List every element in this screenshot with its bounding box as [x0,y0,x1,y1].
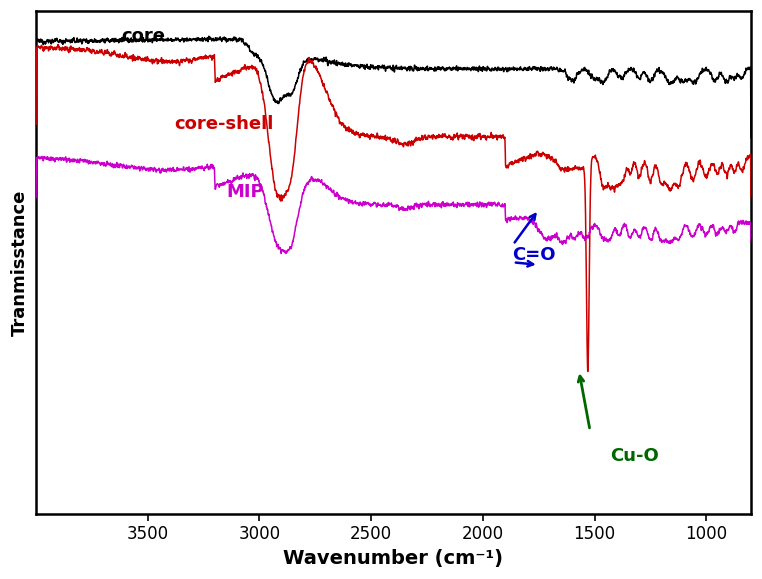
X-axis label: Wavenumber (cm⁻¹): Wavenumber (cm⁻¹) [283,549,504,568]
Text: core: core [121,27,165,45]
Text: MIP: MIP [226,183,264,201]
Text: core-shell: core-shell [174,115,274,133]
Y-axis label: Tranmisstance: Tranmisstance [11,189,29,335]
Text: C=O: C=O [512,245,555,264]
Text: Cu-O: Cu-O [610,447,659,465]
